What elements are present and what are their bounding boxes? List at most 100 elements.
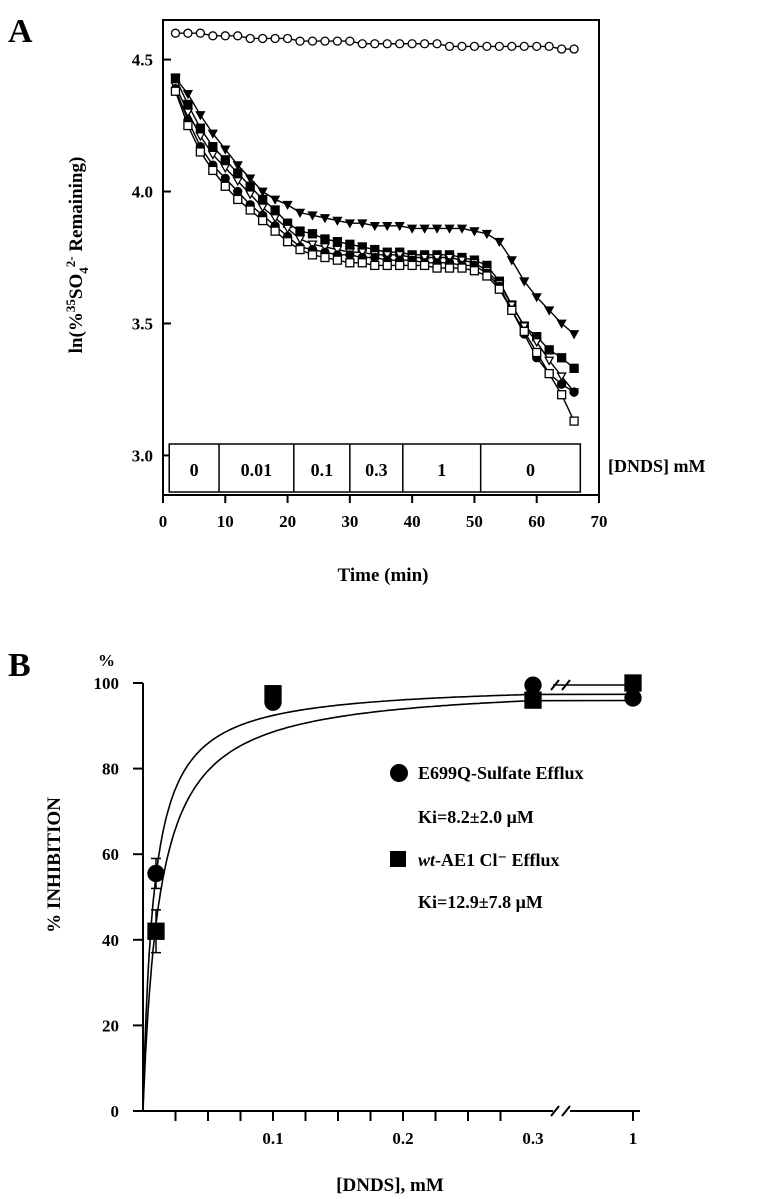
panel-a-data-point	[469, 227, 480, 237]
panel-a-data-point	[257, 203, 268, 213]
panel-a-data-point	[332, 216, 343, 226]
panel-a-data-point	[357, 39, 367, 49]
panel-a-data-point	[332, 36, 343, 46]
panel-a-data-point	[544, 41, 554, 52]
panel-a-x-tick-label: 40	[404, 512, 421, 531]
panel-a-data-point	[444, 41, 455, 52]
panel-a-data-point	[569, 363, 579, 373]
panel-a-data-point	[307, 240, 318, 250]
panel-a-data-point	[245, 33, 255, 44]
panel-a-data-point	[556, 353, 567, 363]
panel-a-data-point	[432, 39, 442, 49]
dnds-step-label: 0.01	[241, 460, 273, 480]
panel-a-data-point	[282, 33, 293, 44]
panel-a-frame	[162, 19, 600, 496]
panel-a-data-point	[332, 245, 343, 255]
panel-b-y-tick-label: 20	[102, 1016, 119, 1035]
legend-square-marker	[390, 851, 406, 867]
panel-a-data-point	[170, 86, 181, 96]
panel-a-data-point	[456, 256, 468, 266]
panel-a-data-point	[170, 73, 181, 83]
panel-a-data-point	[556, 379, 567, 389]
panel-a-data-point	[233, 31, 243, 41]
panel-a-data-point	[544, 368, 554, 379]
dnds-box-frame	[168, 443, 582, 493]
panel-a-data-point	[220, 163, 231, 174]
panel-a-data-point	[419, 224, 430, 234]
panel-a-data-point	[556, 390, 567, 400]
panel-a-data-point	[407, 224, 418, 234]
panel-b-data-point	[624, 689, 642, 707]
panel-a-series	[170, 28, 580, 426]
panel-a-data-point	[556, 372, 567, 382]
legend-series-2-label: wt-AE1 Cl⁻ Efflux	[418, 850, 560, 870]
panel-a-data-point	[245, 205, 255, 215]
panel-b-y-tick-label: 100	[94, 674, 120, 693]
panel-a-data-point	[556, 44, 567, 54]
panel-a-x-tick-label: 10	[217, 512, 234, 531]
panel-a-data-point	[170, 28, 181, 38]
panel-a-data-point	[482, 41, 492, 52]
panel-a-data-point	[332, 255, 343, 265]
panel-a-data-point	[519, 322, 530, 332]
panel-a-data-point	[531, 338, 542, 348]
panel-a-data-point	[345, 36, 355, 46]
panel-a-data-point	[482, 271, 492, 281]
panel-a-data-point	[532, 41, 542, 52]
panel-a-data-point	[481, 229, 492, 240]
panel-b-y-unit: %	[98, 651, 115, 670]
panel-b-x-tick-label: 0.2	[392, 1129, 413, 1148]
panel-a-data-point	[345, 239, 355, 249]
legend-circle-marker	[390, 764, 408, 782]
panel-a-data-point	[220, 155, 230, 165]
panel-b-y-tick-label: 40	[102, 931, 119, 950]
panel-b-axis-break	[550, 1105, 560, 1117]
panel-a-data-point	[432, 263, 442, 273]
panel-a-data-point	[294, 235, 306, 245]
panel-b-axis-break-top	[550, 679, 560, 691]
dnds-concentration-label: [DNDS] mM	[608, 456, 705, 476]
panel-a-data-point	[233, 194, 243, 205]
panel-a-series-line	[174, 85, 575, 393]
panel-a-data-point	[183, 120, 193, 131]
panel-a-data-point	[507, 305, 517, 315]
panel-a-data-point	[394, 251, 405, 261]
panel-a-data-point	[382, 251, 393, 261]
panel-a-data-point	[258, 215, 268, 226]
panel-a-letter: A	[8, 13, 33, 50]
panel-a-data-point	[456, 224, 468, 234]
panel-a-data-point	[220, 31, 230, 41]
panel-a-data-point	[233, 168, 243, 178]
panel-a-data-point	[569, 387, 579, 397]
panel-b-y-tick-label: 80	[102, 760, 119, 779]
panel-a-data-point	[320, 36, 330, 46]
panel-a-y-tick-label: 4.0	[132, 183, 153, 202]
panel-a-data-point	[345, 250, 355, 260]
panel-a-data-point	[531, 293, 542, 303]
panel-a-data-point	[444, 253, 455, 263]
panel-b-data-point	[264, 685, 282, 703]
panel-a-data-point	[519, 277, 530, 287]
panel-b-fit-curves	[142, 693, 634, 1111]
legend-series-1-label: E699Q-Sulfate Efflux	[418, 763, 584, 783]
panel-a-data-point	[182, 90, 194, 100]
dnds-step-label: 1	[437, 460, 446, 480]
panel-a-data-point	[320, 252, 330, 263]
dnds-step-label: 0	[526, 460, 535, 480]
panel-a-data-point	[208, 31, 218, 41]
panel-a-data-point	[494, 284, 504, 294]
panel-b-data-point	[524, 691, 542, 709]
panel-a-data-point	[258, 194, 268, 205]
panel-a-data-point	[245, 190, 256, 200]
panel-a-data-point	[419, 253, 430, 263]
panel-b-axis-break	[561, 1105, 571, 1117]
panel-a-data-point	[457, 263, 467, 273]
panel-a-data-point	[257, 187, 268, 197]
panel-a-data-point	[319, 214, 331, 224]
panel-b-x-tick-label: 0.1	[262, 1129, 283, 1148]
panel-a-data-point	[382, 221, 393, 232]
panel-a-series-line	[174, 88, 575, 393]
panel-b-data-point	[147, 864, 165, 883]
panel-a-data-point	[220, 181, 230, 191]
panel-a-data-point	[457, 41, 467, 52]
